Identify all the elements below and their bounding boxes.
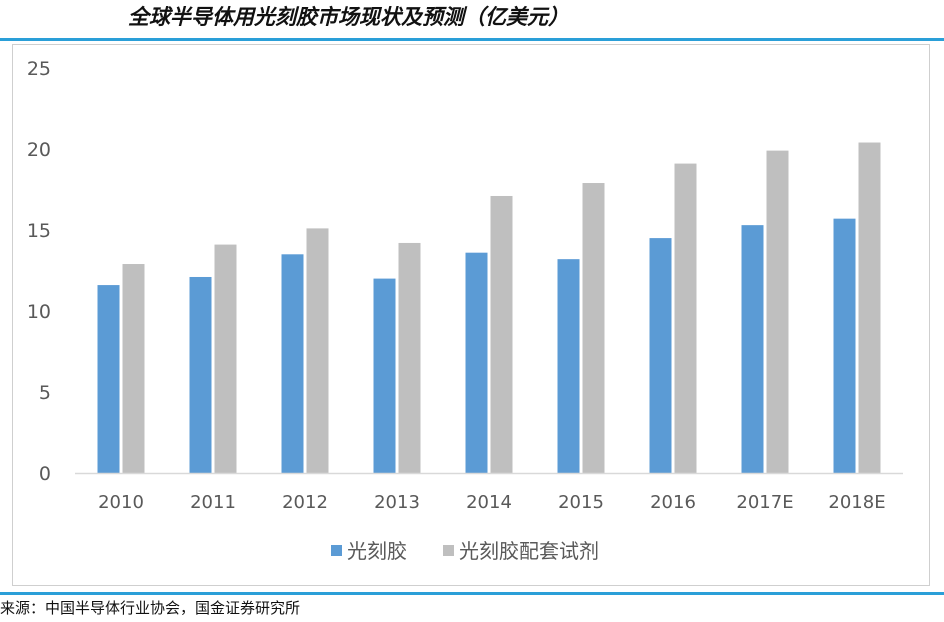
chart-frame: 0 5 10 15 20 25 2010 2011 2012 2013 2014 2015 2016 2… bbox=[12, 44, 930, 586]
bars bbox=[97, 142, 881, 474]
legend-swatch-series-1 bbox=[331, 545, 342, 556]
bar-series-2-2017E bbox=[766, 150, 789, 473]
bottom-divider bbox=[0, 592, 944, 595]
bar-series-2-2014 bbox=[490, 195, 513, 474]
y-tick-label: 10 bbox=[27, 301, 51, 323]
bar-series-2-2012 bbox=[306, 228, 329, 473]
bar-series-1-2013 bbox=[373, 278, 396, 473]
x-tick-label: 2011 bbox=[190, 492, 236, 513]
x-tick-label: 2013 bbox=[374, 492, 420, 513]
x-tick-label: 2015 bbox=[558, 492, 604, 513]
x-tick-label: 2010 bbox=[98, 492, 144, 513]
y-tick-label: 15 bbox=[27, 220, 51, 242]
bar-series-1-2017E bbox=[741, 225, 764, 473]
chart-title: 全球半导体用光刻胶市场现状及预测（亿美元） bbox=[128, 4, 569, 29]
bar-series-1-2015 bbox=[557, 259, 580, 473]
x-tick-label: 2017E bbox=[736, 492, 793, 513]
bar-series-2-2016 bbox=[674, 163, 697, 473]
x-tick-label: 2012 bbox=[282, 492, 328, 513]
bar-series-2-2010 bbox=[122, 264, 145, 473]
legend-label-series-1: 光刻胶 bbox=[347, 539, 407, 563]
bar-series-1-2018E bbox=[833, 218, 856, 473]
legend-label-series-2: 光刻胶配套试剂 bbox=[459, 539, 599, 563]
legend-swatch-series-2 bbox=[443, 545, 454, 556]
source-note: 来源：中国半导体行业协会，国金证券研究所 bbox=[0, 599, 301, 617]
legend: 光刻胶 光刻胶配套试剂 bbox=[331, 539, 599, 563]
bar-series-2-2011 bbox=[214, 244, 237, 473]
bar-series-1-2016 bbox=[649, 238, 672, 473]
x-tick-label: 2018E bbox=[828, 492, 885, 513]
bar-series-2-2013 bbox=[398, 242, 421, 473]
x-axis-ticks: 2010 2011 2012 2013 2014 2015 2016 2017E 2018E bbox=[98, 492, 886, 513]
bar-series-1-2010 bbox=[97, 285, 120, 473]
top-divider bbox=[0, 38, 944, 41]
x-tick-label: 2014 bbox=[466, 492, 512, 513]
x-tick-label: 2016 bbox=[650, 492, 696, 513]
y-axis-ticks: 0 5 10 15 20 25 bbox=[27, 58, 51, 485]
y-tick-label: 5 bbox=[39, 382, 51, 404]
bar-series-1-2014 bbox=[465, 252, 488, 473]
bar-series-1-2011 bbox=[189, 276, 212, 473]
bar-series-2-2018E bbox=[858, 142, 881, 473]
y-tick-label: 25 bbox=[27, 58, 51, 80]
y-tick-label: 20 bbox=[27, 139, 51, 161]
bar-series-2-2015 bbox=[582, 183, 605, 473]
bar-series-1-2012 bbox=[281, 254, 304, 473]
y-tick-label: 0 bbox=[39, 463, 51, 485]
